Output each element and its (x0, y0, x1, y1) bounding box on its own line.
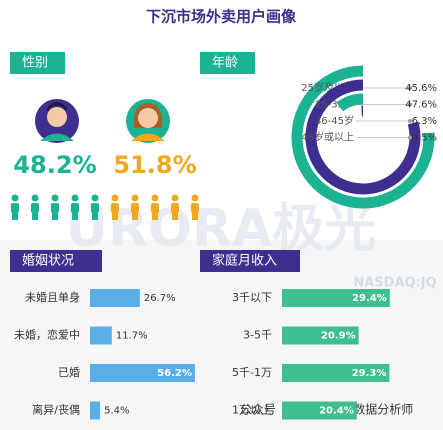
leader-dot (408, 119, 412, 123)
age-ring (305, 79, 421, 195)
section-tab (200, 250, 300, 272)
leader-dot (408, 135, 412, 140)
age-category: 36-45岁 (315, 114, 354, 127)
person-icon (91, 203, 99, 213)
bar (90, 326, 112, 345)
person-icon (71, 203, 79, 213)
page-title: 下沉市场外卖用户画像 (146, 8, 297, 26)
bar-category: 5千-1万 (232, 366, 272, 379)
bar-value: 20.9% (321, 331, 356, 342)
bar-value: 26.7% (144, 293, 176, 304)
section-title: 婚姻状况 (22, 254, 74, 269)
person-icon (192, 212, 198, 220)
age-value: 45.6% (405, 83, 437, 94)
person-icon (191, 203, 199, 213)
person-icon (51, 203, 59, 213)
person-icon (151, 203, 159, 213)
person-icon (112, 212, 118, 220)
section-tab (10, 52, 65, 74)
section-tab (10, 250, 102, 272)
person-icon (152, 212, 158, 220)
person-icon (91, 194, 99, 202)
person-icon (11, 194, 19, 202)
footer-right: A数据分析师 (345, 402, 413, 417)
footer-left: 公众号 (240, 403, 276, 417)
person-icon (31, 203, 39, 213)
bar-category: 已婚 (58, 365, 80, 379)
person-icon (72, 212, 78, 220)
age-value: 47.6% (405, 100, 437, 111)
bar-category: 未婚，恋爱中 (14, 328, 80, 342)
section-tab (200, 52, 255, 74)
person-icon (111, 203, 119, 213)
age-ring (291, 65, 435, 209)
bar-value: 11.7% (116, 331, 148, 342)
section-title: 家庭月收入 (212, 253, 277, 269)
bar-value: 56.2% (157, 368, 192, 379)
gender-value: 51.8% (113, 151, 196, 179)
person-icon (12, 212, 18, 220)
bar (282, 326, 359, 345)
age-ring (336, 93, 364, 112)
gender-value: 48.2% (13, 151, 96, 179)
person-icon (92, 212, 98, 220)
person-icon (172, 212, 178, 220)
person-icon (31, 194, 39, 202)
bar-category: 离异/丧偶 (32, 403, 80, 417)
bar-value: 20.4% (319, 406, 354, 417)
bar-category: 1万以上 (232, 404, 272, 417)
section-title: 性别 (22, 56, 48, 71)
bar (282, 289, 390, 307)
person-icon (191, 194, 199, 202)
person-icon (111, 194, 119, 202)
person-icon (151, 194, 159, 202)
person-icon (32, 212, 38, 220)
person-icon (131, 203, 139, 213)
bar (90, 364, 195, 382)
watermark-sub: NASDAQ:JQ (353, 276, 436, 291)
section-title: 年龄 (212, 56, 238, 71)
person-icon (11, 203, 19, 213)
person-icon (71, 194, 79, 202)
bar (90, 401, 101, 420)
person-icon (132, 212, 138, 220)
people-icons (11, 194, 199, 220)
age-value: 6.3% (412, 116, 437, 127)
person-icon (131, 194, 139, 202)
avatars (35, 99, 170, 143)
person-icon (51, 194, 59, 202)
age-value: 0.5% (412, 133, 437, 144)
person-icon (171, 203, 179, 213)
bar-value: 29.4% (352, 293, 387, 304)
bar (282, 364, 390, 382)
age-category: 46岁或以上 (301, 131, 354, 144)
bar-category: 3千以下 (232, 291, 272, 304)
bar (90, 289, 140, 307)
bar-value: 5.4% (104, 406, 129, 417)
bar-value: 29.3% (352, 368, 387, 379)
leader-dot (408, 102, 412, 107)
leader-dot (408, 86, 412, 90)
person-icon (52, 212, 58, 220)
bar (282, 401, 357, 420)
bar-category: 3-5千 (243, 329, 272, 342)
bar-category: 未婚且单身 (25, 290, 80, 304)
person-icon (171, 194, 179, 202)
